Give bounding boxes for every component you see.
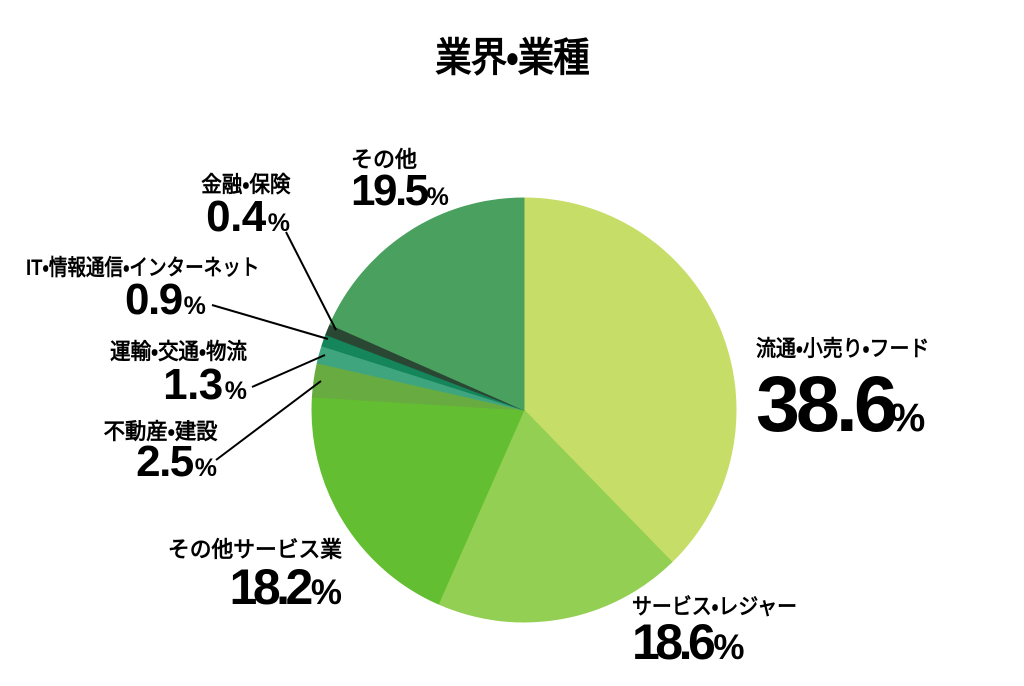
leader-line-finance [285,231,337,331]
label-transport: 運輸・交通・物流 1.3% [100,341,247,407]
pie-slice-otherservices [311,396,525,605]
leader-lines [211,231,337,461]
label-retail: 流通・小売り・フード 38.6% [756,336,947,448]
label-finance: 金融・保険 0.4% [195,174,290,239]
pie-slice-retail [523,197,737,563]
leader-line-it [211,304,329,340]
label-serviceleisure: サービス・レジャー 18.6% [632,594,814,670]
label-realestate-name: 不動産・建設 [103,419,217,444]
label-it-value: 0.9% [125,275,206,324]
pie-slice-other [329,197,525,411]
label-it: IT・情報通信・インターネット 0.9% [26,257,303,322]
label-finance-value: 0.4% [206,192,290,241]
label-serviceleisure-value: 18.6% [632,614,745,670]
leader-line-realestate [215,380,322,461]
pie-slices [311,197,737,623]
label-finance-name: 金融・保険 [200,172,290,197]
label-it-name: IT・情報通信・インターネット [26,255,260,280]
label-transport-value: 1.3% [163,360,247,409]
label-transport-name: 運輸・交通・物流 [110,339,247,364]
label-retail-value: 38.6% [756,359,926,448]
chart-title: 業界・業種 [435,36,589,80]
label-retail-name: 流通・小売り・フード [756,336,930,361]
label-other-value: 19.5% [351,166,449,215]
pie-slice-serviceleisure [437,409,673,623]
label-realestate-value: 2.5% [136,437,217,486]
label-serviceleisure-name: サービス・レジャー [632,594,798,619]
leader-line-transport [251,354,326,388]
label-otherservices-value: 18.2% [229,559,342,615]
label-otherservices-name: その他サービス業 [167,537,342,562]
label-otherservices: その他サービス業 18.2% [166,537,342,615]
label-other-name: その他 [351,147,418,172]
label-realestate: 不動産・建設 2.5% [100,421,217,484]
label-other: その他 19.5% [351,149,449,213]
